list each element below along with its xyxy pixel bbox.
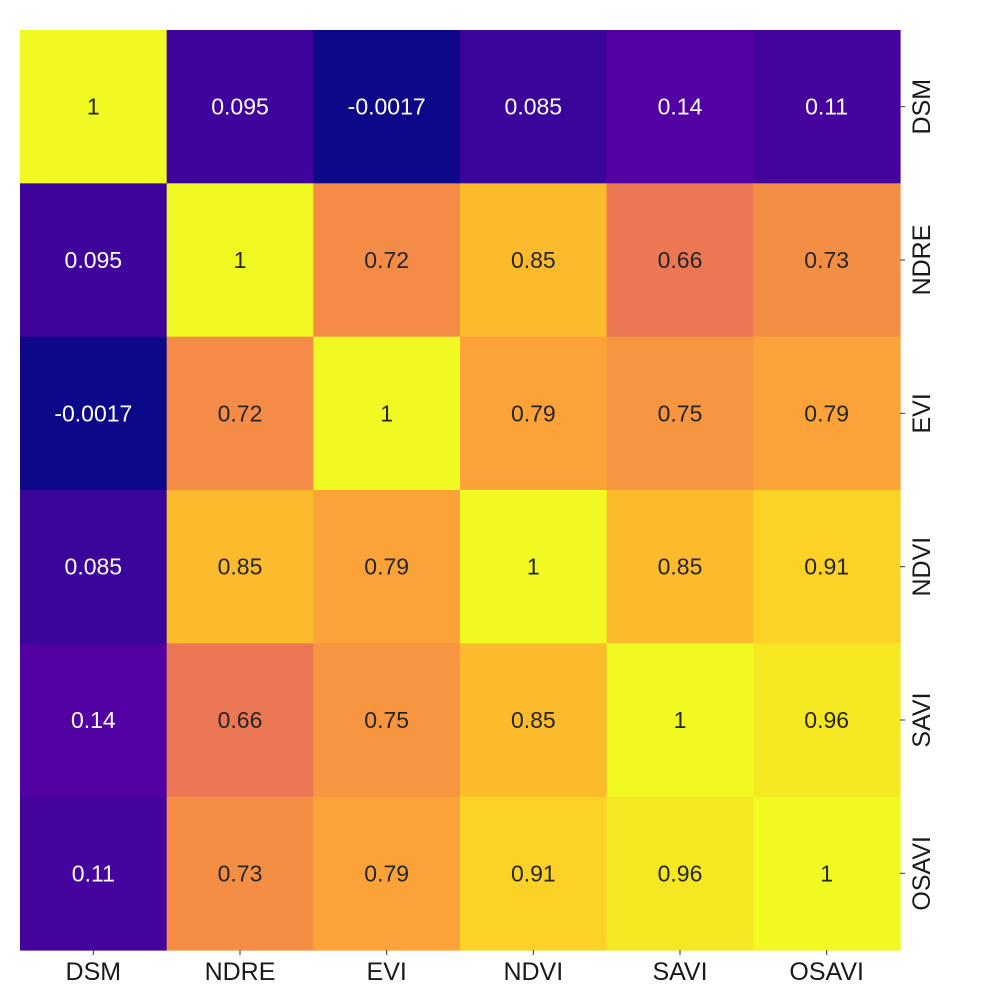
heatmap-cell: [753, 336, 901, 491]
heatmap-cell-label: 0.11: [72, 860, 115, 886]
heatmap-cell-label: 0.79: [804, 400, 849, 426]
heatmap-cell: [313, 183, 461, 338]
heatmap-cell: [166, 336, 314, 491]
heatmap-cell-label: 0.66: [658, 247, 703, 273]
heatmap-cell-label: 0.085: [505, 94, 563, 120]
heatmap-cell-label: 1: [87, 94, 100, 120]
heatmap-cell: [606, 490, 754, 644]
heatmap-cell: [606, 183, 754, 338]
heatmap-cell: [20, 643, 168, 798]
heatmap-cell: [20, 336, 168, 491]
heatmap-cell-label: 0.91: [804, 554, 849, 580]
heatmap-cell: [606, 336, 754, 491]
heatmap-cell-label: -0.0017: [348, 94, 426, 120]
heatmap-cell: [606, 30, 754, 184]
heatmap-cell: [460, 183, 608, 338]
heatmap-cell: [460, 490, 608, 644]
heatmap-cell: [20, 30, 168, 184]
heatmap-cell-label: 1: [820, 860, 833, 886]
heatmap-cell-label: 0.85: [511, 707, 556, 733]
heatmap-cell-label: 0.66: [218, 707, 263, 733]
heatmap-cell: [753, 643, 901, 798]
heatmap-cell: [753, 490, 901, 644]
x-axis-tick-label: NDRE: [205, 958, 276, 986]
heatmap-cell: [606, 796, 754, 951]
heatmap-cell: [460, 336, 608, 491]
heatmap-cells: [20, 30, 901, 951]
x-axis-tick-label: SAVI: [652, 958, 707, 986]
heatmap-cell-label: 0.73: [804, 247, 849, 273]
heatmap-cell-label: 0.72: [218, 400, 263, 426]
heatmap-cell: [753, 183, 901, 338]
heatmap-cell: [166, 183, 314, 338]
heatmap-cell-label: 0.14: [71, 707, 116, 733]
heatmap-cell-label: 0.96: [658, 860, 703, 886]
heatmap-cell: [166, 30, 314, 184]
heatmap-cell-label: -0.0017: [54, 400, 132, 426]
y-axis-tick-label: OSAVI: [908, 836, 936, 911]
heatmap-cell: [20, 183, 168, 338]
y-axis-tick-label: EVI: [908, 393, 936, 433]
x-axis-tick-label: NDVI: [503, 958, 563, 986]
y-axis-tick-label: DSM: [908, 79, 936, 135]
heatmap-cell-label: 1: [380, 400, 393, 426]
heatmap-cell-label: 0.72: [364, 247, 409, 273]
heatmap-cell: [313, 30, 461, 184]
heatmap-cell-label: 0.14: [658, 94, 703, 120]
heatmap-cell-label: 0.85: [511, 247, 556, 273]
y-axis-tick-label: NDRE: [908, 225, 936, 296]
heatmap-cell-label: 1: [527, 554, 540, 580]
heatmap-cell: [460, 796, 608, 951]
heatmap-cell-label: 0.79: [511, 400, 556, 426]
heatmap-cell: [166, 796, 314, 951]
heatmap-cell: [753, 30, 901, 184]
heatmap-cell-label: 0.73: [218, 860, 263, 886]
heatmap-cell-label: 0.79: [364, 554, 409, 580]
heatmap-cell-label: 0.095: [211, 94, 269, 120]
heatmap-cell: [20, 796, 168, 951]
heatmap-cell-label: 0.91: [511, 860, 556, 886]
y-axis-tick-labels: DSM NDRE EVI NDVI SAVI OSAVI: [900, 79, 936, 911]
heatmap-cell-label: 0.75: [364, 707, 409, 733]
heatmap-cell-label: 0.75: [658, 400, 703, 426]
heatmap-cell: [313, 490, 461, 644]
heatmap-cell-label: 0.79: [364, 860, 409, 886]
heatmap-cell: [753, 796, 901, 951]
heatmap-cell: [313, 796, 461, 951]
x-axis-tick-labels: DSM NDRE EVI NDVI SAVI OSAVI: [66, 950, 864, 986]
x-axis-tick-label: EVI: [367, 958, 407, 986]
heatmap-cell: [166, 490, 314, 644]
heatmap-cell: [20, 490, 168, 644]
heatmap-cell: [166, 643, 314, 798]
heatmap-cell-label: 0.96: [804, 707, 849, 733]
heatmap-cell: [313, 336, 461, 491]
heatmap-cell-label: 0.85: [658, 554, 703, 580]
heatmap-cell: [460, 643, 608, 798]
y-axis-tick-label: NDVI: [908, 537, 936, 597]
heatmap-cell-label: 0.11: [805, 94, 848, 120]
heatmap-cell-label: 1: [234, 247, 247, 273]
heatmap-cell: [313, 643, 461, 798]
heatmap-cell-label: 0.085: [65, 554, 123, 580]
heatmap-cell: [606, 643, 754, 798]
y-axis-tick-label: SAVI: [908, 692, 936, 747]
heatmap-cell-label: 1: [674, 707, 687, 733]
heatmap-cell-label: 0.85: [218, 554, 263, 580]
x-axis-tick-label: DSM: [66, 958, 122, 986]
heatmap-cell: [460, 30, 608, 184]
heatmap-cell-label: 0.095: [65, 247, 123, 273]
x-axis-tick-label: OSAVI: [789, 958, 864, 986]
heatmap-cell-labels: 1 0.095 -0.0017 0.085 0.14 0.11 0.095 1 0.72 0.85…: [54, 94, 849, 887]
